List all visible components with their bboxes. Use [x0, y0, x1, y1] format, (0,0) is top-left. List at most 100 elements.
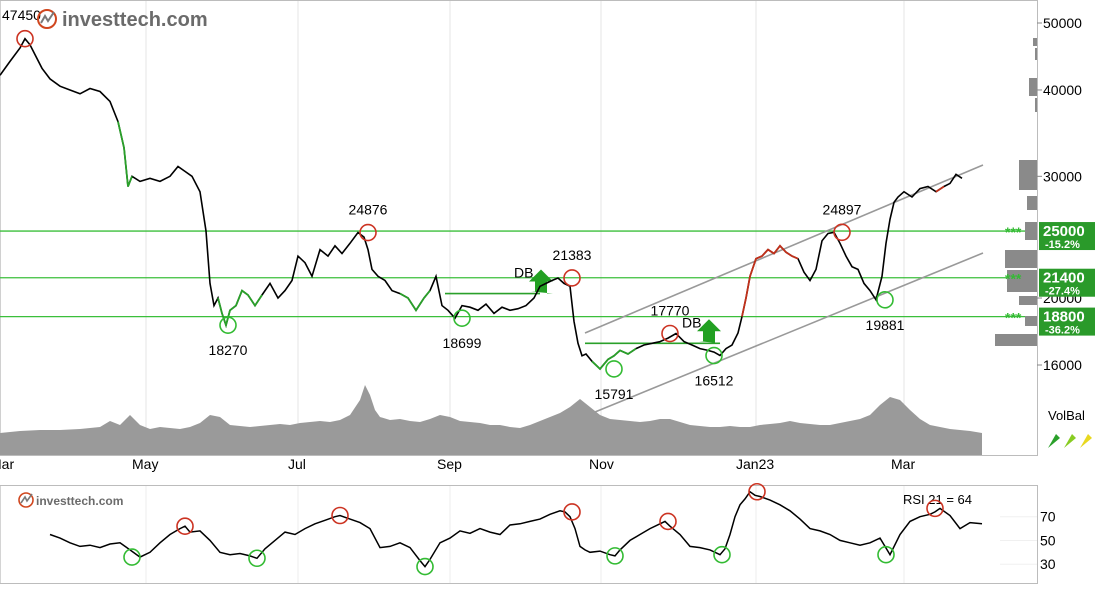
level-tag-box	[1039, 268, 1095, 297]
level-tag-box	[1039, 222, 1095, 251]
logo-icon	[37, 9, 57, 29]
x-axis-labels: Mar May Jul Sep Nov Jan23 Mar	[0, 456, 915, 472]
rsi-top-circle	[563, 503, 581, 521]
price-panel-frame	[0, 0, 1038, 456]
level-tag-value: 18800	[1043, 309, 1085, 326]
volbal-label: VolBal	[1048, 408, 1085, 423]
bottom-circle	[453, 309, 471, 328]
histogram-bar	[1035, 98, 1037, 112]
peak-label: 18270	[209, 342, 248, 358]
x-axis-label: Nov	[589, 456, 614, 472]
level-tag-pct: -15.2%	[1045, 239, 1080, 251]
volbal-green-arrow-icon	[1048, 434, 1060, 448]
volume-area	[0, 385, 982, 455]
peak-trough-markers	[16, 29, 894, 378]
logo-icon-mark	[40, 11, 55, 24]
price-segment-green	[117, 121, 133, 187]
volume-by-price-histogram	[995, 38, 1037, 346]
rsi-bottom-circle	[123, 548, 141, 566]
volbal-indicator: VolBal	[1048, 408, 1092, 448]
rsi-bottom-circle	[713, 545, 731, 564]
price-segment-red	[935, 185, 945, 193]
price-path	[0, 37, 963, 371]
rsi-top-circle	[926, 499, 944, 518]
peak-label: 16512	[695, 373, 734, 389]
level-tag-box	[1039, 307, 1095, 336]
histogram-bar	[995, 334, 1037, 346]
level-stars: ***	[1005, 224, 1022, 240]
rsi-bottom-circle	[606, 547, 624, 565]
rsi-tick-label: 50	[1040, 532, 1056, 548]
db-label: DB	[682, 314, 701, 330]
y-tick-label: 16000	[1043, 357, 1082, 373]
rsi-tick-label: 30	[1040, 556, 1056, 572]
peak-label: 24876	[349, 202, 388, 218]
histogram-bar	[1027, 196, 1037, 210]
x-axis-label: May	[132, 456, 158, 472]
level-stars: ***	[1005, 310, 1022, 326]
top-circle	[359, 223, 377, 242]
db-label: DB	[514, 265, 533, 281]
bottom-circle	[705, 346, 723, 365]
histogram-bar	[1029, 78, 1037, 96]
x-axis-label: Mar	[891, 456, 915, 472]
rsi-brand-name: investtech.com	[36, 494, 123, 508]
x-axis-label: Jan23	[736, 456, 774, 472]
histogram-bar	[1005, 250, 1037, 268]
brand-name: investtech.com	[62, 9, 208, 31]
histogram-bar	[1019, 160, 1037, 190]
up-arrow-icon	[529, 269, 553, 294]
price-segment-green	[591, 347, 637, 371]
rsi-logo: investtech.com	[18, 492, 123, 508]
top-circle	[661, 324, 679, 343]
y-tick-label: 40000	[1043, 82, 1082, 98]
peak-label: 18699	[443, 335, 482, 351]
x-axis-label: Jul	[288, 456, 306, 472]
rsi-tick-label: 70	[1040, 509, 1056, 525]
rsi-bottom-circle	[877, 545, 895, 564]
y-tick-label: 30000	[1043, 168, 1082, 184]
volume-area-path	[0, 385, 982, 455]
x-axis-label: Mar	[0, 456, 14, 472]
vertical-gridlines	[0, 1, 905, 583]
peak-label: 19881	[866, 317, 905, 333]
top-circle	[833, 223, 851, 242]
rsi-path	[49, 490, 983, 568]
support-resistance-lines	[0, 230, 1037, 318]
histogram-bar	[1035, 48, 1037, 60]
price-segment-green	[399, 290, 431, 312]
peak-label: 15791	[595, 386, 634, 402]
x-axis-label: Sep	[437, 456, 462, 472]
peak-trough-labels: 47450 24876 21383 17770 24897 18270 18699 15791…	[2, 7, 905, 402]
rsi-top-circle	[748, 482, 766, 501]
rsi-top-circle	[331, 506, 349, 525]
level-tags: 25000-15.2% *** 21400-27.4% *** 18800-36.2% *…	[1005, 222, 1095, 337]
histogram-bar	[1007, 270, 1037, 292]
volbal-lightgreen-arrow-icon	[1064, 434, 1076, 448]
price-line	[0, 37, 963, 371]
price-segment-green	[217, 289, 263, 329]
double-bottom-formations: DB DB	[445, 265, 721, 345]
peak-label: 17770	[651, 303, 690, 319]
peak-label: 21383	[553, 247, 592, 263]
peak-label: 24897	[823, 201, 862, 217]
rsi-bottom-circle	[416, 557, 434, 576]
level-tag-value: 25000	[1043, 223, 1085, 240]
rsi-markers	[123, 482, 944, 576]
price-segment-red	[741, 244, 799, 317]
level-tag-pct: -36.2%	[1045, 325, 1080, 337]
rsi-top-circle	[176, 517, 194, 535]
bottom-circle	[876, 291, 894, 309]
rsi-y-axis: 30 50 70	[1000, 509, 1056, 572]
channel-lower-line	[594, 252, 984, 413]
rsi-logo-mark	[20, 493, 33, 504]
histogram-bar	[1025, 222, 1037, 240]
bottom-circle	[219, 316, 237, 334]
peak-label: 47450	[2, 7, 41, 23]
up-arrow-icon	[697, 319, 721, 344]
top-circle	[16, 29, 34, 48]
rsi-panel-frame	[0, 485, 1038, 584]
